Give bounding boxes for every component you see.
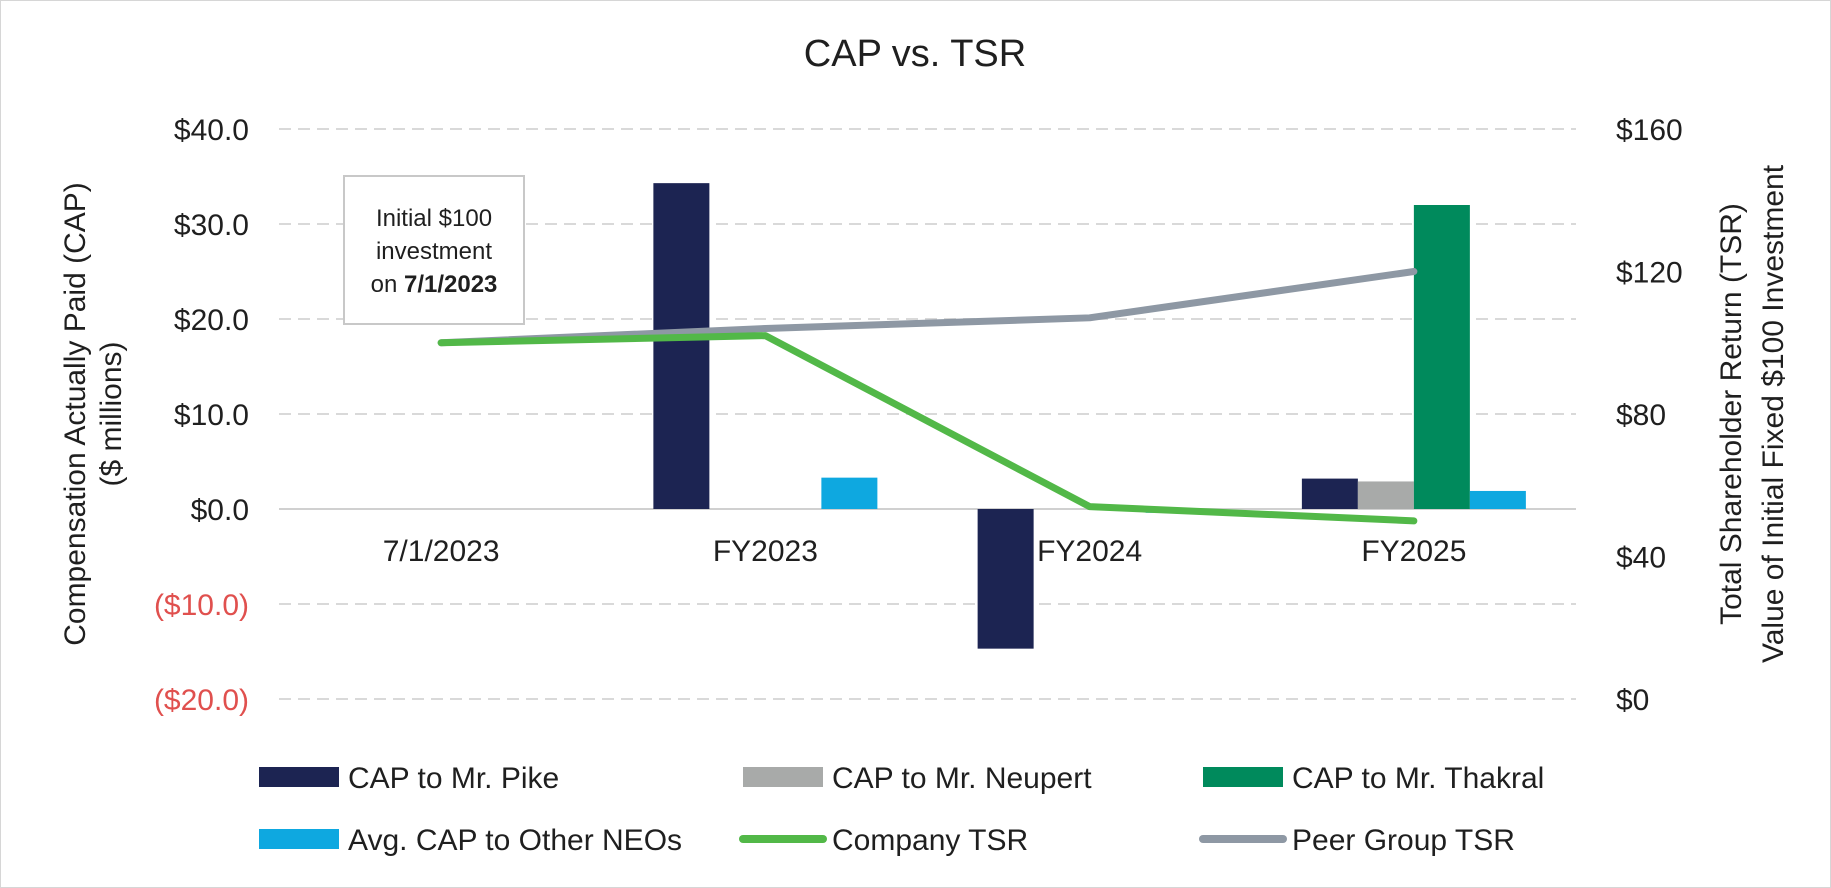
- left-axis-title: Compensation Actually Paid (CAP): [59, 182, 92, 646]
- series-line: [437, 268, 1418, 347]
- category-label: FY2024: [1037, 535, 1142, 568]
- legend-label: CAP to Mr. Neupert: [832, 762, 1092, 795]
- annotation-text-prefix: on: [371, 271, 404, 298]
- right-axis-title: Value of Initial Fixed $100 Investment: [1757, 164, 1790, 663]
- legend-label: CAP to Mr. Thakral: [1292, 762, 1544, 795]
- annotation-box: Initial $100 investment on 7/1/2023: [343, 175, 525, 325]
- tsr-lines: [437, 268, 1418, 525]
- bar: [1301, 478, 1358, 509]
- bars: [653, 183, 1526, 649]
- chart-title: CAP vs. TSR: [804, 33, 1026, 75]
- legend-label: CAP to Mr. Pike: [348, 762, 559, 795]
- legend-label: Avg. CAP to Other NEOs: [348, 824, 682, 857]
- legend: CAP to Mr. Pike CAP to Mr. Neupert CAP to …: [259, 762, 1544, 857]
- left-tick-label: $40.0: [174, 114, 249, 147]
- legend-swatch: [743, 767, 823, 787]
- annotation-text: Initial $100: [376, 205, 492, 232]
- annotation-text-date: 7/1/2023: [404, 271, 497, 298]
- right-tick-label: $0: [1616, 684, 1649, 717]
- right-tick-label: $40: [1616, 542, 1666, 575]
- left-axis-title: ($ millions): [95, 341, 128, 486]
- bar: [1413, 205, 1470, 509]
- bar: [977, 509, 1034, 649]
- right-axis-title: Total Shareholder Return (TSR): [1715, 203, 1748, 625]
- category-label: FY2025: [1361, 535, 1466, 568]
- left-tick-label: $10.0: [174, 399, 249, 432]
- right-tick-label: $160: [1616, 114, 1683, 147]
- bar: [653, 183, 710, 509]
- category-label: FY2023: [713, 535, 818, 568]
- axis-titles: Compensation Actually Paid (CAP) ($ milli…: [59, 164, 1790, 663]
- left-tick-label: ($10.0): [154, 589, 249, 622]
- legend-label: Company TSR: [832, 824, 1028, 857]
- legend-swatch: [1203, 767, 1283, 787]
- annotation-text: investment: [376, 238, 492, 265]
- left-tick-label: $20.0: [174, 304, 249, 337]
- legend-label: Peer Group TSR: [1292, 824, 1515, 857]
- annotation-text: on 7/1/2023: [371, 271, 498, 298]
- series-line: [437, 332, 1418, 525]
- bar: [1357, 481, 1414, 509]
- right-tick-label: $80: [1616, 399, 1666, 432]
- left-tick-label: ($20.0): [154, 684, 249, 717]
- legend-swatch: [259, 829, 339, 849]
- annotation-box-border: [343, 175, 525, 325]
- bar: [1469, 490, 1526, 509]
- category-label: 7/1/2023: [383, 535, 500, 568]
- axis-ticks: $40.0 $30.0 $20.0 $10.0 $0.0 ($10.0) ($20.0) $1…: [154, 114, 1683, 717]
- right-tick-label: $120: [1616, 257, 1683, 290]
- legend-swatch: [259, 767, 339, 787]
- bar: [821, 477, 878, 509]
- left-tick-label: $30.0: [174, 209, 249, 242]
- left-tick-label: $0.0: [191, 494, 249, 527]
